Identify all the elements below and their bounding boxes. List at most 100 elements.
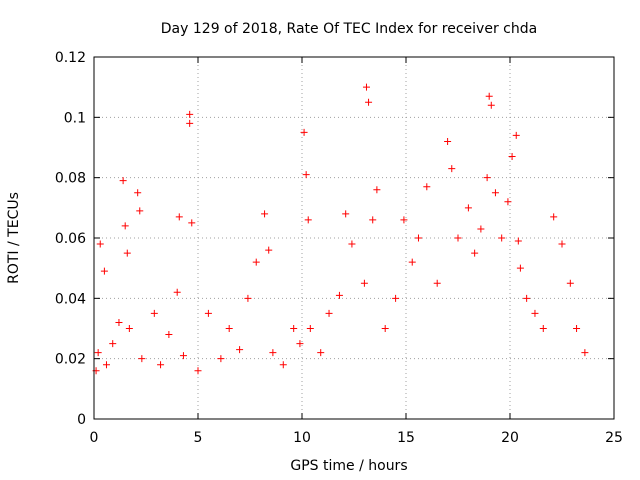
x-tick-label: 15: [397, 430, 415, 446]
data-point: [508, 153, 516, 161]
data-point: [550, 213, 558, 221]
data-point: [325, 309, 333, 317]
data-point: [150, 309, 158, 317]
data-point: [217, 355, 225, 363]
data-point: [134, 189, 142, 197]
data-point: [265, 246, 273, 254]
data-point: [498, 234, 506, 242]
data-point: [523, 294, 531, 302]
y-tick-label: 0.1: [64, 110, 86, 126]
data-point: [477, 225, 485, 233]
data-point: [392, 294, 400, 302]
data-point: [558, 240, 566, 248]
data-point: [236, 346, 244, 354]
data-point: [362, 83, 370, 91]
data-point: [94, 349, 102, 357]
data-point: [304, 216, 312, 224]
data-point: [204, 309, 212, 317]
data-point: [414, 234, 422, 242]
data-point: [136, 207, 144, 215]
data-point: [102, 361, 110, 369]
data-point: [300, 128, 308, 136]
data-point: [269, 349, 277, 357]
data-point: [261, 210, 269, 218]
y-tick-label: 0.02: [55, 352, 86, 368]
data-point: [175, 213, 183, 221]
data-point: [433, 279, 441, 287]
data-point: [96, 240, 104, 248]
data-point: [365, 98, 373, 106]
data-points: [92, 83, 589, 375]
data-point: [400, 216, 408, 224]
data-point: [444, 137, 452, 145]
data-point: [471, 249, 479, 257]
data-point: [335, 291, 343, 299]
data-point: [244, 294, 252, 302]
data-point: [100, 267, 108, 275]
data-point: [454, 234, 462, 242]
data-point: [252, 258, 260, 266]
data-point: [448, 165, 456, 173]
data-point: [381, 325, 389, 332]
y-tick-label: 0: [77, 412, 86, 428]
data-point: [165, 331, 173, 339]
data-point: [302, 171, 310, 179]
axis-ticks: [93, 56, 615, 420]
data-point: [514, 237, 522, 245]
data-point: [157, 361, 165, 369]
data-point: [423, 183, 431, 191]
data-point: [125, 325, 133, 332]
data-point: [373, 186, 381, 194]
data-point: [188, 219, 196, 227]
data-point: [464, 204, 472, 212]
data-point: [279, 361, 287, 369]
data-point: [369, 216, 377, 224]
data-point: [342, 210, 350, 218]
grid-lines: [94, 57, 614, 419]
data-point: [531, 309, 539, 317]
x-tick-label: 0: [90, 430, 99, 446]
data-point: [348, 240, 356, 248]
data-point: [123, 249, 131, 257]
data-point: [121, 222, 129, 230]
data-point: [306, 325, 314, 332]
x-tick-label: 10: [293, 430, 311, 446]
data-point: [516, 264, 524, 272]
data-point: [504, 198, 512, 206]
data-point: [115, 318, 123, 326]
data-point: [573, 325, 581, 332]
data-point: [186, 119, 194, 127]
x-tick-label: 25: [605, 430, 623, 446]
x-tick-label: 20: [501, 430, 519, 446]
data-point: [485, 92, 493, 100]
data-point: [186, 110, 194, 118]
y-tick-label: 0.12: [55, 50, 86, 66]
y-tick-label: 0.04: [55, 291, 86, 307]
data-point: [173, 288, 181, 296]
data-point: [317, 349, 325, 357]
data-point: [487, 101, 495, 109]
data-point: [109, 340, 117, 348]
data-point: [491, 189, 499, 197]
y-tick-label: 0.06: [55, 231, 86, 247]
data-point: [539, 325, 547, 332]
data-point: [566, 279, 574, 287]
chart-title: Day 129 of 2018, Rate Of TEC Index for r…: [161, 21, 537, 37]
x-tick-label: 5: [194, 430, 203, 446]
x-axis-label: GPS time / hours: [290, 458, 407, 474]
data-point: [408, 258, 416, 266]
data-point: [179, 352, 187, 360]
y-tick-labels: 0 0.02 0.04 0.06 0.08 0.1 0.12: [55, 50, 86, 428]
y-tick-label: 0.08: [55, 171, 86, 187]
data-point: [296, 340, 304, 348]
data-point: [194, 367, 202, 375]
data-point: [138, 355, 146, 363]
data-point: [360, 279, 368, 287]
data-point: [119, 177, 127, 185]
data-point: [225, 325, 233, 332]
data-point: [512, 131, 520, 139]
data-point: [290, 325, 298, 332]
y-axis-label: ROTI / TECUs: [6, 192, 22, 284]
